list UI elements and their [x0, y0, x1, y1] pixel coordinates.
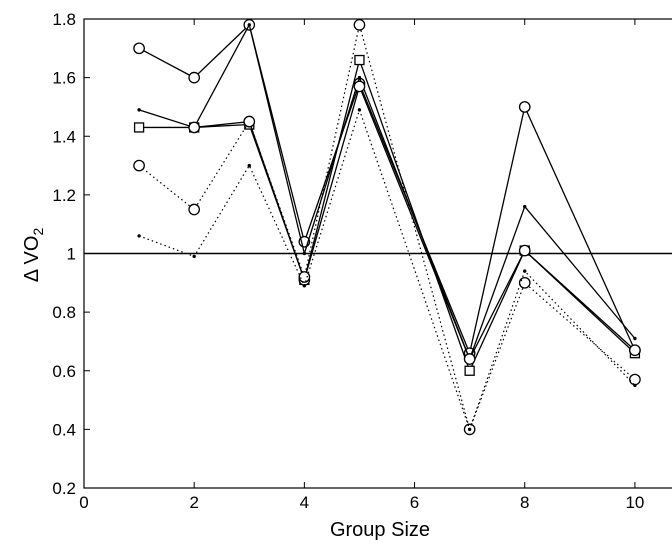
- data-point-circle: [188, 121, 201, 134]
- data-point-dot: [633, 336, 637, 341]
- data-point-circle: [518, 101, 531, 113]
- x-tick-label: 2: [189, 493, 198, 512]
- data-point-square: [354, 54, 365, 66]
- data-point-circle: [298, 271, 311, 283]
- data-point-dot: [302, 284, 307, 288]
- data-point-circle: [518, 244, 531, 257]
- y-tick-label: 1: [67, 245, 76, 264]
- x-tick-label: 0: [79, 493, 88, 512]
- data-point-dot: [523, 269, 527, 273]
- data-point-dot: [467, 427, 472, 432]
- series-line-6: [138, 109, 636, 430]
- series-line-4: [194, 85, 636, 360]
- y-tick-label: 1.8: [52, 10, 76, 29]
- data-point-square: [464, 365, 475, 376]
- y-axis-label-subscript: 2: [30, 228, 46, 236]
- y-tick-label: 1.4: [52, 127, 76, 146]
- series-line-3: [139, 59, 636, 372]
- data-point-dot: [302, 251, 307, 256]
- data-point-dot: [247, 23, 251, 27]
- data-point-circle: [133, 159, 145, 172]
- data-point-dot: [633, 383, 637, 388]
- data-point-circle: [133, 42, 145, 55]
- data-point-dot: [137, 108, 141, 112]
- data-point-dot: [192, 254, 196, 259]
- data-point-circle: [518, 276, 531, 289]
- data-point-circle: [188, 71, 201, 84]
- x-tick-label: 4: [300, 493, 309, 512]
- plot-area: 0 2 4 6 8 10 0.2 0.4 0.6 0.8 1 1.2 1.4 1.6 1.8: [52, 10, 672, 512]
- series-line-1: [138, 24, 636, 354]
- data-point-square: [133, 122, 145, 133]
- data-point-circle: [629, 344, 641, 357]
- x-tick-label: 6: [410, 493, 419, 512]
- data-point-circle: [188, 203, 201, 216]
- y-axis-label-main: Δ VO: [21, 236, 43, 283]
- series-line-5: [138, 24, 636, 430]
- data-point-dot: [247, 163, 251, 168]
- y-tick-label: 0.2: [52, 479, 76, 498]
- data-point-dot: [523, 204, 527, 209]
- data-point-dot: [357, 108, 362, 112]
- y-tick-label: 1.6: [52, 69, 76, 88]
- y-tick-label: 0.8: [52, 303, 76, 322]
- y-axis-label: Δ VO2: [21, 228, 46, 283]
- x-tick-label: 10: [625, 493, 644, 512]
- data-point-dot: [137, 234, 141, 238]
- y-tick-label: 0.4: [52, 420, 76, 439]
- data-point-dot: [357, 75, 362, 80]
- data-point-circle: [629, 373, 641, 386]
- data-point-circle: [353, 80, 366, 93]
- data-point-circle: [463, 353, 476, 365]
- y-tick-label: 0.6: [52, 362, 76, 381]
- data-point-circle: [353, 19, 366, 31]
- x-axis-label: Group Size: [330, 519, 430, 541]
- svg-text:Δ VO2: Δ VO2: [21, 228, 46, 283]
- y-tick-label: 1.2: [52, 186, 76, 205]
- x-tick-label: 8: [520, 493, 529, 512]
- data-point-circle: [243, 115, 256, 128]
- series-line-2: [138, 24, 636, 360]
